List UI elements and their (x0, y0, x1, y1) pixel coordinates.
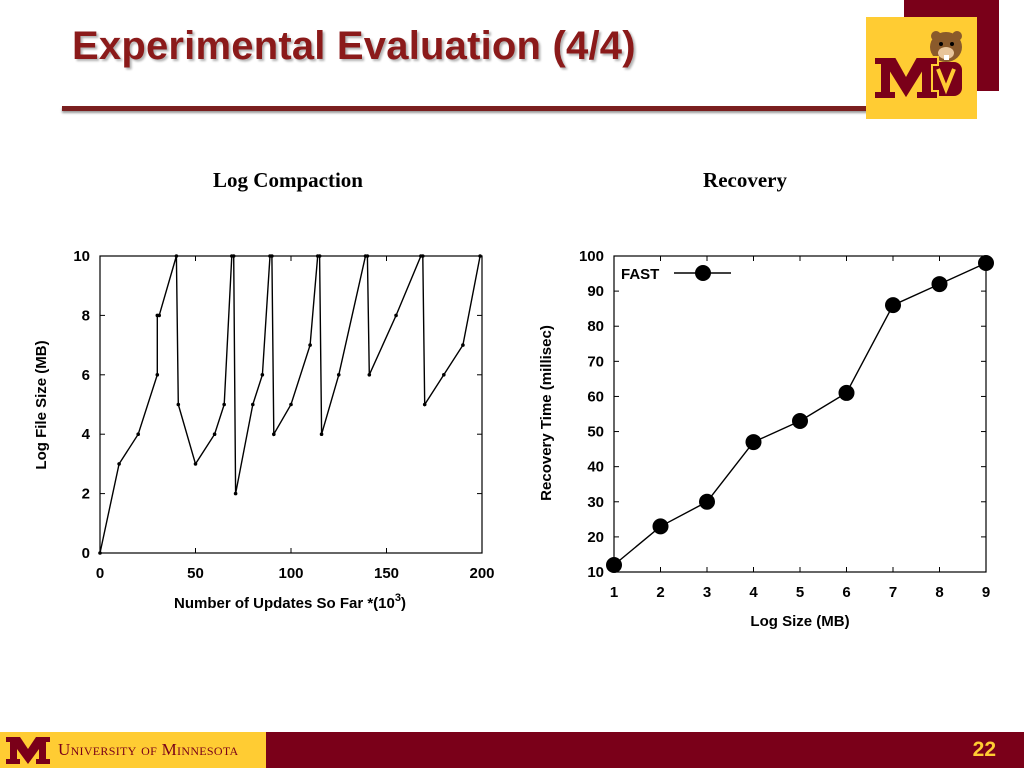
y-axis-label: Log File Size (MB) (33, 340, 50, 469)
chart-title-log-compaction: Log Compaction (213, 168, 363, 192)
y-tick-label: 100 (579, 248, 604, 265)
title-underline (62, 106, 876, 111)
x-axis-label: Number of Updates So Far *(103) (174, 592, 406, 612)
data-point (838, 384, 855, 401)
x-tick-label: 5 (796, 584, 804, 601)
data-point (270, 254, 274, 258)
x-tick-label: 2 (656, 584, 664, 601)
y-tick-label: 4 (82, 426, 91, 443)
y-tick-label: 0 (82, 545, 90, 562)
footer-logo: University of Minnesota (0, 732, 266, 768)
data-point (308, 343, 312, 347)
y-tick-label: 8 (82, 307, 90, 324)
page-number: 22 (972, 738, 996, 761)
x-tick-label: 8 (935, 584, 943, 601)
y-tick-label: 2 (82, 486, 90, 503)
data-point (176, 402, 181, 407)
data-point (699, 493, 715, 510)
recovery-chart: 1 2 3 4 5 6 7 8 9 10 20 30 40 50 60 70 80 90 100 FAST Reco… (538, 248, 994, 630)
data-point (422, 402, 427, 407)
x-tick-label: 7 (889, 584, 897, 601)
footer-bar: University of Minnesota 22 (0, 732, 1024, 768)
y-tick-label: 70 (587, 353, 604, 370)
y-tick-label: 50 (587, 424, 604, 441)
x-axis-label: Log Size (MB) (750, 613, 849, 630)
y-axis-label: Recovery Time (millisec) (538, 325, 555, 501)
data-point (272, 432, 276, 437)
data-point (420, 254, 425, 258)
data-point (652, 518, 669, 535)
data-point (251, 402, 255, 407)
y-tick-label: 80 (587, 318, 604, 335)
y-tick-label: 10 (587, 564, 604, 581)
data-point (606, 556, 622, 573)
y-tick-label: 6 (82, 367, 90, 384)
data-point (98, 551, 102, 555)
log-compaction-chart: 0 50 100 150 200 0 2 4 6 8 10 Log File Size (MB) N… (33, 248, 495, 612)
block-m-icon (6, 737, 50, 764)
data-point (978, 255, 994, 272)
x-tick-label: 150 (374, 565, 399, 582)
data-point (319, 432, 324, 437)
y-tick-label: 60 (587, 388, 604, 405)
data-point (931, 276, 948, 293)
data-point (317, 254, 322, 258)
data-point (289, 402, 293, 407)
chart-title-recovery: Recovery (703, 168, 787, 192)
data-point (233, 491, 238, 496)
data-point (174, 254, 179, 258)
data-point (193, 462, 198, 466)
x-tick-label: 200 (469, 565, 494, 582)
data-point (260, 373, 265, 377)
y-tick-label: 10 (73, 248, 90, 265)
x-tick-label: 0 (96, 565, 104, 582)
data-point (231, 254, 236, 258)
x-tick-label: 50 (187, 565, 204, 582)
data-point (394, 313, 398, 318)
x-tick-label: 4 (749, 584, 758, 601)
data-point (365, 254, 370, 258)
university-name: University of Minnesota (58, 740, 239, 759)
data-point (478, 254, 482, 258)
data-point (442, 373, 446, 377)
goldy-gopher-m-logo-icon (866, 17, 977, 119)
data-point (367, 373, 372, 377)
data-point (792, 413, 808, 430)
x-tick-label: 9 (982, 584, 990, 601)
legend-marker (695, 265, 711, 281)
x-tick-label: 1 (610, 584, 618, 601)
y-tick-label: 40 (587, 459, 604, 476)
slide-title: Experimental Evaluation (4/4) (72, 24, 636, 68)
data-point (336, 373, 341, 377)
y-tick-label: 20 (587, 529, 604, 546)
data-point (212, 432, 217, 437)
chart-legend: FAST (621, 265, 731, 283)
x-tick-label: 100 (278, 565, 303, 582)
x-tick-label: 3 (703, 584, 711, 601)
y-tick-label: 90 (587, 283, 604, 300)
data-point (745, 434, 762, 451)
data-point (155, 373, 160, 377)
data-point (461, 343, 465, 347)
x-tick-label: 6 (842, 584, 850, 601)
data-point (157, 313, 162, 318)
data-point (885, 297, 901, 314)
legend-label-fast: FAST (621, 266, 659, 283)
data-point (222, 402, 226, 407)
y-tick-label: 30 (587, 494, 604, 511)
data-point (136, 432, 140, 437)
data-point (117, 462, 121, 466)
